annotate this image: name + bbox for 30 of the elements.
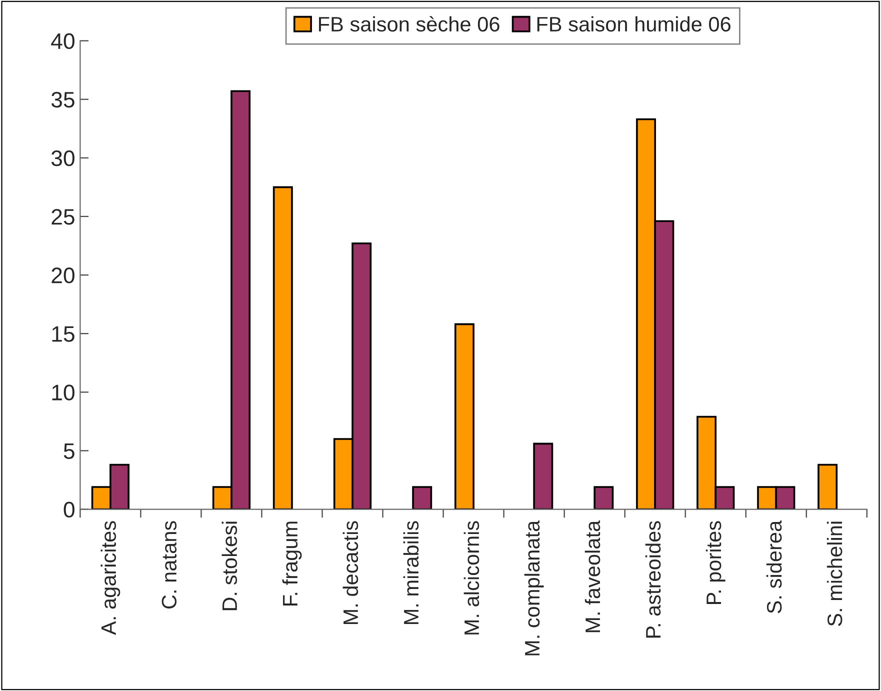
x-tick-label: D. stokesi bbox=[222, 522, 238, 610]
y-tick-label: 10 bbox=[52, 384, 74, 400]
y-tick-label: 35 bbox=[51, 92, 74, 108]
x-tick-label: C. natans bbox=[162, 521, 177, 608]
x-tick-label: M. decactis bbox=[342, 521, 358, 624]
y-tick-label: 30 bbox=[51, 150, 74, 166]
y-tick-label: 5 bbox=[64, 443, 74, 459]
bar bbox=[272, 186, 293, 510]
x-tick-label: P. porites bbox=[706, 521, 726, 604]
bar bbox=[454, 323, 474, 510]
bar bbox=[533, 442, 554, 510]
y-tick-label: 0 bbox=[64, 502, 74, 518]
x-tick-label: P. astreoides bbox=[645, 521, 661, 638]
bar bbox=[818, 464, 838, 510]
legend-label: FB saison humide 06 bbox=[537, 16, 730, 32]
x-tick-label: A. agaricites bbox=[100, 521, 120, 635]
x-tick-label: M. complanata bbox=[524, 520, 544, 656]
bar bbox=[412, 486, 432, 510]
bar bbox=[594, 486, 614, 510]
y-tick-label: 40 bbox=[51, 33, 74, 50]
x-tick-label: M. mirabilis bbox=[403, 521, 419, 624]
y-tick-label: 20 bbox=[52, 268, 74, 284]
x-tick-label: F. fragum bbox=[282, 522, 302, 606]
y-tick-label: 25 bbox=[52, 208, 74, 225]
x-tick-label: S. michelini bbox=[826, 522, 842, 626]
x-tick-label: S. siderea bbox=[766, 520, 782, 614]
x-tick-label: M. faveolata bbox=[584, 520, 600, 632]
legend-label: FB saison sèche 06 bbox=[319, 16, 500, 32]
x-tick-label: M. alcicornis bbox=[464, 521, 480, 634]
y-tick-label: 15 bbox=[52, 326, 74, 342]
